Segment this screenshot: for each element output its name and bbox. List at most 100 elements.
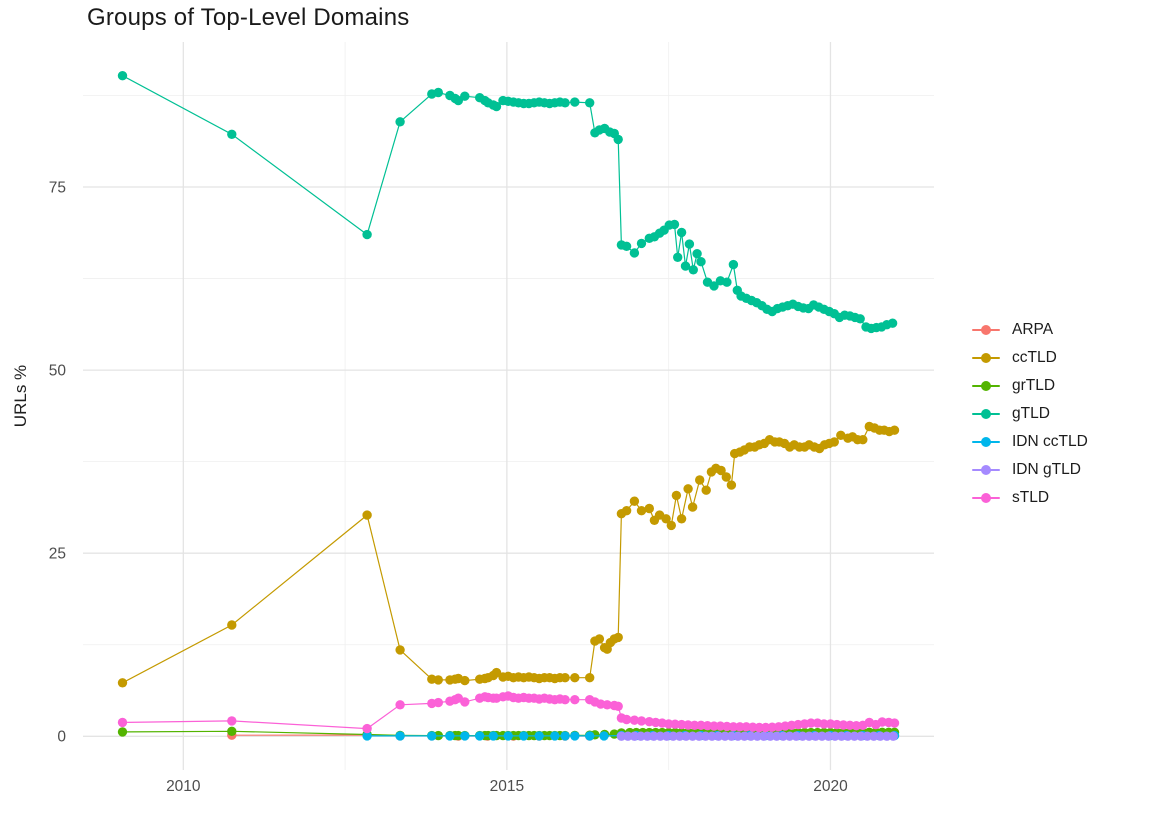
data-point-idn-cctld — [534, 731, 544, 741]
y-tick-label: 75 — [49, 179, 66, 196]
legend-key-icon — [972, 321, 1000, 339]
data-point-stld — [806, 718, 816, 728]
data-point-gtld — [887, 318, 898, 328]
data-point-grtld — [609, 729, 619, 739]
data-point-idn-gtld — [694, 731, 704, 741]
legend-key-icon — [972, 433, 1000, 451]
data-point-cctld — [227, 620, 237, 630]
data-point-idn-cctld — [585, 731, 595, 741]
legend: ARPA ccTLD grTLD gTLD IDN ccTLD IDN gTLD sTLD — [972, 321, 1088, 507]
legend-item-gtld: gTLD — [972, 405, 1088, 423]
data-point-gtld — [621, 241, 632, 251]
legend-label-gtld: gTLD — [1012, 405, 1050, 422]
x-tick-label: 2020 — [813, 778, 848, 795]
data-point-cctld — [671, 490, 682, 501]
data-point-idn-cctld — [445, 731, 455, 741]
data-point-gtld — [688, 265, 698, 275]
data-point-grtld — [117, 727, 128, 737]
data-point-gtld — [728, 259, 739, 270]
data-point-idn-cctld — [395, 731, 405, 741]
data-point-cctld — [560, 673, 570, 683]
data-point-cctld — [695, 475, 705, 485]
data-point-stld — [613, 701, 623, 711]
data-point-idn-gtld — [623, 731, 633, 741]
legend-item-cctld: ccTLD — [972, 349, 1088, 367]
data-point-idn-gtld — [752, 731, 762, 741]
data-point-idn-gtld — [726, 731, 737, 741]
data-point-idn-cctld — [427, 731, 437, 741]
data-point-stld — [602, 700, 612, 710]
data-point-gtld — [117, 71, 128, 81]
data-point-stld — [621, 714, 632, 725]
data-point-idn-gtld — [778, 731, 788, 741]
data-point-idn-cctld — [570, 731, 580, 741]
data-point-stld — [629, 715, 640, 725]
data-point-idn-cctld — [550, 731, 560, 741]
chart-title: Groups of Top-Level Domains — [87, 4, 410, 31]
data-point-stld — [819, 719, 829, 729]
data-point-cctld — [621, 506, 632, 516]
legend-label-stld: sTLD — [1012, 489, 1050, 506]
legend-item-idn-cctld: IDN ccTLD — [972, 433, 1088, 451]
data-point-gtld — [692, 249, 702, 259]
data-point-cctld — [721, 472, 731, 482]
y-axis-title: URLs % — [11, 364, 30, 428]
data-point-cctld — [661, 514, 671, 524]
data-point-stld — [362, 723, 372, 734]
legend-key-icon — [972, 489, 1000, 507]
data-point-gtld — [395, 117, 405, 127]
data-point-idn-cctld — [362, 731, 372, 741]
data-point-cctld — [701, 485, 711, 495]
data-point-cctld — [644, 503, 654, 514]
data-point-gtld — [585, 98, 595, 108]
legend-label-idn-gtld: IDN gTLD — [1012, 461, 1081, 478]
data-point-idn-gtld — [616, 731, 627, 741]
data-point-idn-gtld — [642, 731, 652, 741]
data-point-gtld — [362, 229, 372, 240]
data-point-stld — [560, 695, 570, 705]
data-point-idn-gtld — [649, 731, 659, 741]
data-point-gtld — [433, 87, 443, 98]
data-point-cctld — [726, 480, 737, 490]
data-point-cctld — [460, 675, 470, 686]
data-point-cctld — [687, 502, 698, 512]
data-point-gtld — [696, 257, 706, 267]
data-point-gtld — [560, 98, 570, 108]
legend-item-arpa: ARPA — [972, 321, 1088, 339]
data-point-cctld — [858, 435, 868, 445]
data-point-cctld — [570, 673, 580, 683]
data-point-idn-cctld — [560, 731, 570, 741]
data-point-idn-gtld — [713, 731, 724, 741]
legend-item-idn-gtld: IDN gTLD — [972, 461, 1088, 479]
data-point-gtld — [673, 252, 683, 262]
x-tick-label: 2015 — [490, 778, 524, 795]
data-point-cctld — [362, 510, 372, 520]
data-point-idn-gtld — [823, 731, 834, 741]
data-point-stld — [117, 717, 128, 728]
data-point-gtld — [227, 129, 237, 139]
data-point-idn-gtld — [849, 731, 860, 741]
data-point-cctld — [836, 430, 846, 440]
data-point-idn-gtld — [687, 731, 698, 741]
data-point-idn-gtld — [875, 731, 885, 741]
data-point-gtld — [722, 277, 732, 287]
data-point-idn-cctld — [460, 731, 470, 741]
data-point-cctld — [716, 465, 726, 476]
data-point-gtld — [676, 227, 687, 238]
data-point-idn-gtld — [817, 731, 827, 741]
data-point-grtld — [227, 726, 237, 736]
legend-item-grtld: grTLD — [972, 377, 1088, 395]
data-point-stld — [570, 695, 580, 705]
data-point-idn-gtld — [759, 731, 769, 741]
data-point-gtld — [613, 134, 623, 145]
data-point-stld — [728, 722, 739, 732]
data-point-cctld — [585, 673, 595, 683]
data-point-cctld — [629, 496, 640, 506]
data-point-idn-gtld — [869, 731, 879, 741]
data-point-stld — [227, 716, 237, 726]
legend-label-grtld: grTLD — [1012, 377, 1056, 394]
data-point-gtld — [491, 101, 502, 112]
data-point-gtld — [460, 91, 470, 101]
data-point-stld — [889, 718, 900, 728]
